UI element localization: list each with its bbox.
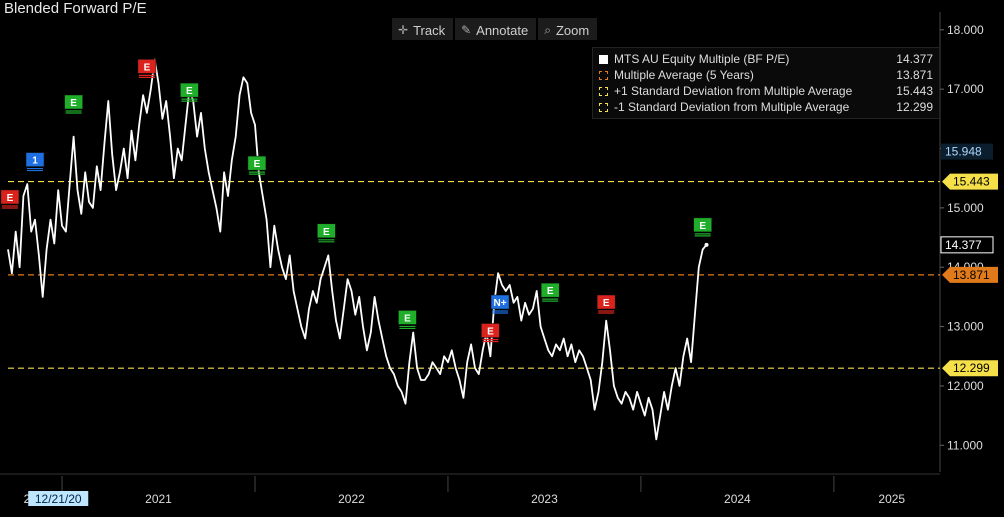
legend-label: Multiple Average (5 Years) bbox=[614, 68, 754, 82]
zoom-label: Zoom bbox=[555, 22, 590, 38]
x-tick-label: 2025 bbox=[878, 492, 905, 506]
y-tick-label: 13.000 bbox=[947, 320, 984, 334]
reference-value-tag bbox=[942, 266, 998, 283]
event-marker-label: E bbox=[323, 227, 330, 238]
x-cursor-label: 12/21/20 bbox=[35, 492, 82, 506]
legend-label: -1 Standard Deviation from Multiple Aver… bbox=[614, 100, 850, 114]
x-tick-label: 2024 bbox=[724, 492, 751, 506]
y-tick-label: 17.000 bbox=[947, 82, 984, 96]
x-tick-label: 2023 bbox=[531, 492, 558, 506]
axis-callout-bg bbox=[940, 236, 994, 254]
reference-value-label: 12.299 bbox=[953, 361, 990, 375]
track-label: Track bbox=[413, 22, 446, 38]
event-marker[interactable] bbox=[317, 223, 336, 239]
legend-item[interactable]: Multiple Average (5 Years) 13.871 bbox=[599, 67, 933, 83]
pencil-icon: ✎ bbox=[461, 23, 472, 37]
event-marker-label: E bbox=[603, 298, 610, 309]
y-tick-label: 18.000 bbox=[947, 23, 984, 37]
reference-value-label: 15.443 bbox=[953, 175, 990, 189]
event-marker[interactable] bbox=[0, 189, 20, 205]
y-tick-label: 12.000 bbox=[947, 379, 984, 393]
track-button[interactable]: ✛ Track bbox=[392, 18, 454, 40]
event-marker[interactable] bbox=[64, 94, 83, 110]
legend-label: MTS AU Equity Multiple (BF P/E) bbox=[614, 52, 790, 66]
legend-item[interactable]: -1 Standard Deviation from Multiple Aver… bbox=[599, 99, 933, 115]
chart-title: Blended Forward P/E bbox=[4, 0, 147, 17]
legend-swatch bbox=[599, 86, 608, 96]
event-marker[interactable] bbox=[490, 294, 510, 310]
legend-item[interactable]: +1 Standard Deviation from Multiple Aver… bbox=[599, 83, 933, 99]
legend-value: 14.377 bbox=[896, 52, 933, 66]
y-tick-label: 15.000 bbox=[947, 201, 984, 215]
zoom-button[interactable]: ⌕ Zoom bbox=[538, 18, 598, 40]
event-marker[interactable] bbox=[180, 82, 199, 98]
chart-toolbar: ✛ Track ✎ Annotate ⌕ Zoom bbox=[392, 18, 598, 40]
event-marker-label: E bbox=[487, 327, 494, 338]
reference-value-label: 13.871 bbox=[953, 268, 990, 282]
event-marker-label: E bbox=[144, 62, 151, 73]
event-marker-label: E bbox=[254, 159, 261, 170]
annotate-label: Annotate bbox=[476, 22, 529, 38]
reference-value-tag bbox=[942, 173, 998, 190]
legend-swatch bbox=[599, 70, 608, 80]
crosshair-icon: ✛ bbox=[398, 23, 409, 37]
y-tick-label: 11.000 bbox=[947, 438, 983, 452]
event-marker-label: 1 bbox=[32, 156, 38, 167]
reference-value-tag bbox=[942, 360, 998, 377]
event-marker-label: E bbox=[7, 193, 14, 204]
event-marker-label: E bbox=[186, 86, 193, 97]
legend-label: +1 Standard Deviation from Multiple Aver… bbox=[614, 84, 853, 98]
x-tick-label: 2021 bbox=[145, 492, 172, 506]
event-marker-label: E bbox=[547, 286, 554, 297]
event-marker[interactable] bbox=[247, 155, 267, 171]
legend-swatch bbox=[599, 102, 608, 112]
x-tick-label: 2022 bbox=[338, 492, 365, 506]
event-marker[interactable] bbox=[25, 152, 45, 167]
series-last-point bbox=[704, 242, 709, 247]
axis-callout-label: 14.377 bbox=[945, 238, 982, 252]
event-marker[interactable] bbox=[540, 282, 560, 298]
legend-value: 12.299 bbox=[896, 100, 933, 114]
legend-item[interactable]: MTS AU Equity Multiple (BF P/E) 14.377 bbox=[599, 51, 933, 67]
series-line bbox=[7, 58, 708, 441]
legend-value: 13.871 bbox=[896, 68, 933, 82]
event-marker-label: E bbox=[699, 221, 706, 232]
event-marker[interactable] bbox=[481, 323, 500, 338]
axis-callout-bg bbox=[941, 143, 993, 160]
legend-swatch bbox=[599, 54, 608, 64]
axis-callout-label: 15.948 bbox=[945, 145, 982, 159]
event-marker[interactable] bbox=[693, 217, 712, 233]
legend-value: 15.443 bbox=[896, 84, 933, 98]
event-marker-label: E bbox=[70, 98, 77, 109]
x-cursor-label-bg bbox=[28, 491, 89, 506]
event-marker-label: E bbox=[404, 313, 411, 324]
event-marker[interactable] bbox=[137, 59, 157, 74]
event-marker-label: N+ bbox=[494, 298, 507, 309]
chart-legend: MTS AU Equity Multiple (BF P/E) 14.377 M… bbox=[592, 47, 940, 119]
event-marker[interactable] bbox=[596, 294, 616, 310]
annotate-button[interactable]: ✎ Annotate bbox=[455, 18, 537, 40]
magnifier-icon: ⌕ bbox=[544, 22, 551, 37]
event-marker[interactable] bbox=[398, 310, 417, 325]
